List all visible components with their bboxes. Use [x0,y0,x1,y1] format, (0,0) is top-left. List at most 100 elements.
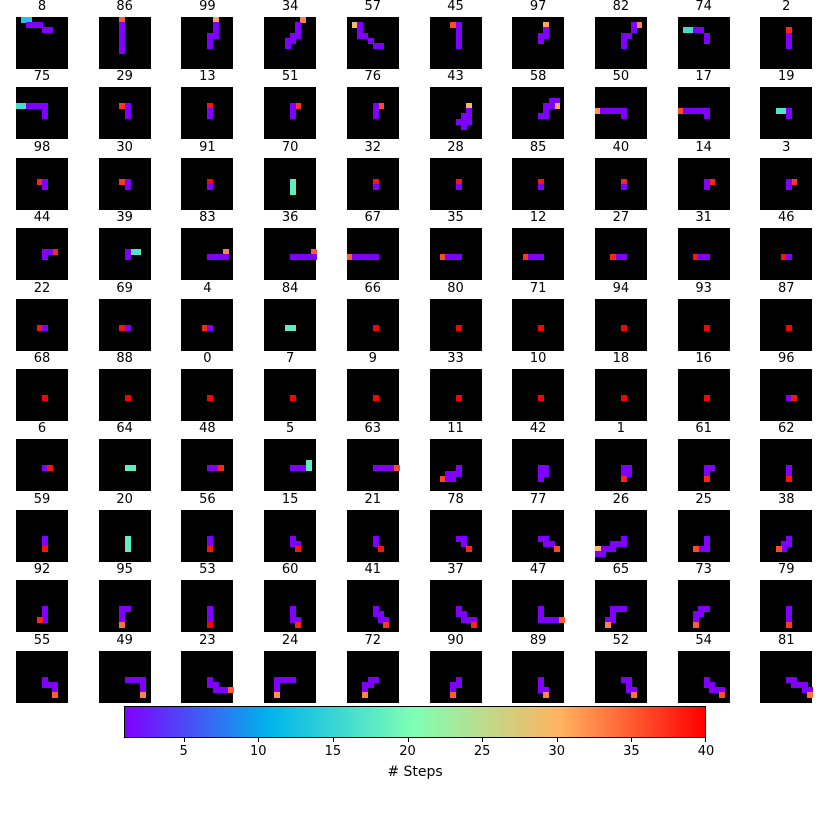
panel-45: 45 [429,0,482,69]
panel-title: 86 [116,0,133,14]
heat-cell [786,465,793,472]
panel-54: 54 [677,633,730,703]
heat-cell [372,611,379,618]
panel-image [181,369,234,421]
heat-cell [631,27,638,34]
heat-cell [775,108,782,115]
heat-cell [290,676,297,683]
panel-0: 0 [181,352,234,421]
panel-image [98,157,151,210]
panel-image [594,87,647,140]
panel-72: 72 [346,633,399,703]
heat-cell [290,32,297,39]
panel-image [594,17,647,69]
heat-cell [522,254,529,261]
heat-cell [786,113,793,120]
heat-cell [207,254,214,261]
heat-cell [548,97,555,104]
heat-cell [124,254,131,261]
heat-cell [439,254,446,261]
heat-cell [351,254,358,261]
panel-46: 46 [760,211,813,281]
panel-image [760,369,813,421]
heat-cell [703,465,710,472]
heat-cell [719,692,726,699]
heat-cell [124,113,131,120]
heat-cell [455,22,462,29]
heat-cell [26,17,33,23]
heat-cell [129,465,136,472]
heat-cell [42,108,48,115]
heat-cell [207,676,214,683]
panel-title: 90 [447,632,464,648]
heat-cell [693,611,700,618]
heat-cell [465,616,472,623]
heat-cell [801,681,808,688]
heat-cell [703,540,710,547]
heat-cell [290,465,297,472]
panel-40: 40 [594,140,647,210]
heat-cell [290,324,297,331]
panel-82: 82 [594,0,647,69]
panel-image [594,157,647,210]
panel-title: 32 [364,139,382,155]
colorbar-tick [705,738,706,742]
heat-cell [460,118,467,125]
heat-cell [605,546,612,553]
heat-cell [620,535,627,542]
panel-image [346,369,399,421]
panel-title: 40 [612,139,630,155]
panel-title: 54 [695,632,712,648]
heat-cell [615,108,622,115]
heat-cell [620,475,627,482]
heat-cell [290,188,297,195]
panel-title: 63 [364,421,382,437]
panel-image [512,439,565,492]
panel-title: 83 [199,210,216,226]
panel-44: 44 [16,211,68,281]
colorbar-tick [258,738,260,742]
heat-cell [791,681,798,688]
heat-cell [52,681,59,688]
heat-cell [310,248,317,255]
heat-cell [367,37,374,44]
panel-title: 89 [529,632,547,648]
heat-cell [119,102,126,109]
heat-cell [36,324,43,331]
panel-62: 62 [760,422,813,492]
panel-title: 6 [37,421,47,437]
panel-title: 39 [116,210,133,226]
heat-cell [719,686,726,693]
heat-cell [538,470,545,477]
panel-title: 76 [364,69,382,85]
heat-cell [42,611,48,618]
heat-cell [703,546,710,553]
panel-image [760,157,813,210]
heat-cell [42,324,48,331]
panel-title: 0 [203,351,212,366]
heat-cell [212,32,219,39]
heat-cell [290,395,297,401]
heat-cell [357,27,364,34]
colorbar-tick-label: 20 [399,744,416,759]
heat-cell [388,465,395,472]
heat-cell [31,22,38,29]
heat-cell [207,183,214,190]
heat-cell [351,22,358,29]
heat-cell [532,254,539,261]
panel-84: 84 [264,281,317,351]
heat-cell [786,324,793,331]
panel-63: 63 [346,422,400,492]
heat-cell [119,611,126,618]
panel-image [98,369,151,421]
heat-cell [543,465,550,472]
heat-cell [372,43,379,49]
heat-cell [620,43,627,49]
panel-title: 21 [364,491,382,507]
panel-image [429,87,482,140]
colorbar-label: # Steps [387,764,443,780]
panel-64: 64 [98,422,151,492]
panel-image [16,650,68,703]
colorbar-tick-label: 25 [473,744,491,759]
panel-55: 55 [16,633,68,703]
